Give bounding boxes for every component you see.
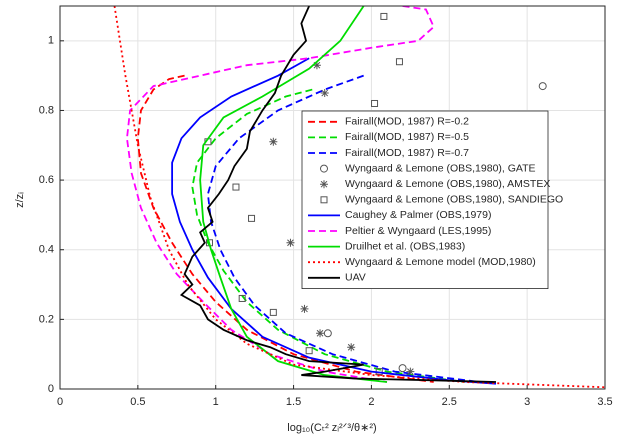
y-tick-label: 0.8 [39,104,54,116]
x-tick-label: 1 [213,396,219,408]
data-line [136,74,434,383]
x-tick-label: 3 [524,396,530,408]
marker [538,82,547,91]
legend-label: Fairall(MOD, 1987) R=-0.2 [345,116,469,128]
legend-label: UAV [345,272,366,284]
marker [347,343,356,352]
marker [320,196,328,204]
x-axis-label: log₁₀(Cₜ² zᵢ²ᐟ³/θ∗²) [287,422,376,434]
y-axis-label: z/zᵢ [14,192,26,208]
marker [238,294,246,302]
legend-box [301,110,549,290]
axes-box [59,5,606,390]
legend: Fairall(MOD, 1987) R=-0.2 Fairall(MOD, 19… [301,110,563,290]
marker [300,304,309,313]
legend-label: Wyngaard & Lemone (OBS,1980), SANDIEGO [345,194,563,206]
legend-label: Peltier & Wyngaard (LES,1995) [345,225,491,237]
marker [316,329,325,338]
legend-label: Wyngaard & Lemone model (MOD,1980) [345,256,536,268]
legend-label: Druilhet et al. (OBS,1983) [345,240,465,252]
legend-label: Wyngaard & Lemone (OBS,1980), GATE [345,162,536,174]
marker [232,183,240,191]
marker [320,180,328,189]
marker [371,99,379,107]
x-tick-label: 2 [368,396,374,408]
marker [286,238,295,247]
marker [248,214,256,222]
marker [269,137,278,146]
legend-label: Wyngaard & Lemone (OBS,1980), AMSTEX [345,178,550,190]
legend-label: Caughey & Palmer (OBS,1979) [345,209,492,221]
marker [406,367,415,376]
y-tick-label: 0.6 [39,174,54,186]
legend-label: Fairall(MOD, 1987) R=-0.7 [345,147,469,159]
y-tick-label: 0 [48,383,54,395]
marker [312,61,321,70]
plot [113,6,605,389]
data-line [171,57,497,385]
x-tick-label: 1.5 [286,396,301,408]
data-line [126,6,435,383]
marker [305,347,313,355]
x-tick-label: 0.5 [130,396,145,408]
y-tick-label: 1 [48,35,54,47]
x-tick-label: 0 [57,396,63,408]
data-line [113,6,605,389]
data-line [207,74,481,383]
marker [380,12,388,20]
marker [398,364,407,373]
marker [320,89,329,98]
y-tick-label: 0.4 [39,244,54,256]
x-tick-label: 3.5 [597,396,612,408]
marker [320,164,328,173]
marker [269,308,277,316]
data-line [191,88,465,383]
marker [323,329,332,338]
legend-label: Fairall(MOD, 1987) R=-0.5 [345,131,469,143]
marker [395,58,403,66]
data-line [179,6,497,383]
x-tick-label: 2.5 [442,396,457,408]
y-tick-label: 0.2 [39,313,54,325]
